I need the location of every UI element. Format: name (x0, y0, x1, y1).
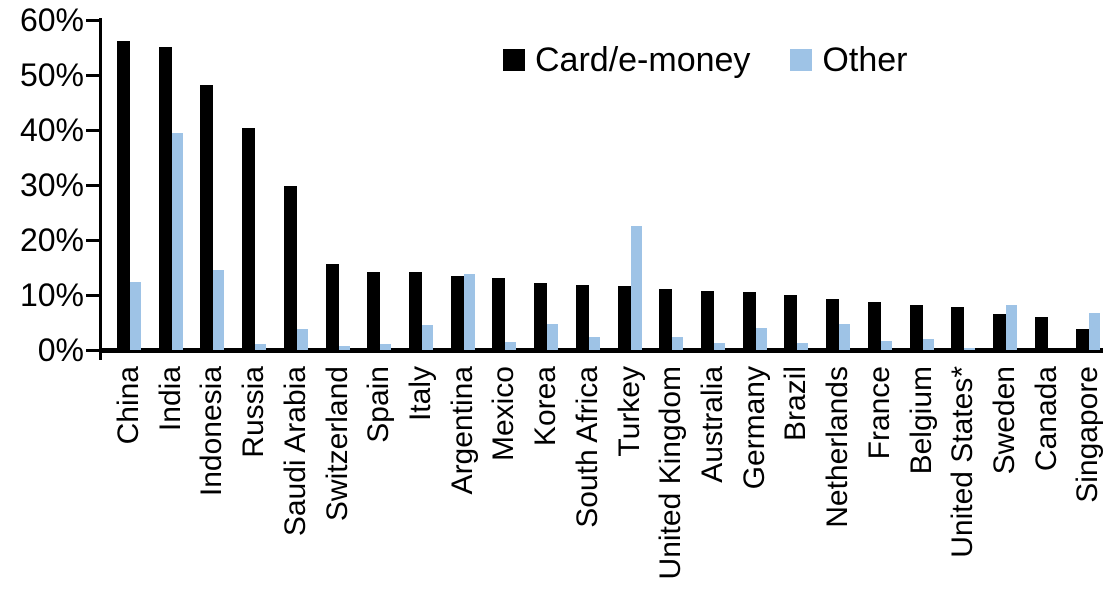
bar-card-e-money (450, 276, 464, 350)
y-axis-tick (86, 348, 99, 352)
bar-other (1005, 305, 1017, 350)
x-axis-category-label: Turkey (612, 366, 646, 457)
y-axis-tick (86, 73, 99, 77)
bar-other (839, 324, 850, 350)
legend: Card/e-money Other (503, 40, 907, 80)
bar-card-e-money (117, 41, 130, 350)
x-axis-category-label: Korea (529, 366, 563, 447)
legend-swatch-other (790, 49, 813, 71)
bar-card-e-money (158, 47, 172, 350)
x-axis-category-label: Saudi Arabia (278, 366, 312, 537)
x-axis (99, 348, 1103, 353)
x-axis-category-label: South Africa (570, 366, 604, 528)
bar-card-e-money (784, 295, 798, 350)
x-axis-category-label: France (862, 366, 896, 460)
bar-other (630, 226, 642, 350)
bar-other (755, 328, 767, 350)
bar-card-e-money (951, 307, 965, 350)
bar-card-e-money (283, 186, 297, 350)
bar-card-e-money (617, 286, 631, 350)
y-axis-tick (86, 128, 99, 132)
bar-other (422, 325, 433, 350)
bar-other (547, 324, 559, 350)
bar-other (797, 343, 809, 350)
x-axis-category-label: Belgium (904, 366, 938, 475)
bar-card-e-money (200, 85, 214, 350)
bar-card-e-money (826, 299, 839, 350)
legend-label-card-e-money: Card/e-money (535, 41, 751, 79)
bar-other (672, 337, 684, 350)
x-axis-category-label: India (153, 366, 187, 432)
x-axis-category-label: Switzerland (320, 366, 354, 522)
legend-label-other: Other (822, 41, 908, 79)
bar-card-e-money (992, 314, 1006, 350)
bar-other (1089, 313, 1101, 350)
bar-card-e-money (742, 292, 756, 350)
x-axis-category-label: Argentina (445, 366, 479, 495)
bar-card-e-money (409, 272, 422, 350)
x-axis-category-label: Brazil (779, 366, 813, 442)
x-axis-category-label: Germany (737, 366, 771, 490)
bar-other (964, 348, 976, 350)
bar-other (463, 274, 475, 350)
bar-other (255, 344, 267, 350)
bar-other (213, 270, 225, 350)
bar-card-e-money (867, 302, 881, 350)
x-axis-category-label: Russia (237, 366, 271, 458)
bar-other (380, 344, 392, 350)
y-axis-tick (86, 18, 99, 22)
bar-card-e-money (575, 285, 589, 350)
x-axis-category-label: United Kingdom (654, 366, 688, 580)
y-axis-tick (86, 238, 99, 242)
bar-other (588, 337, 600, 350)
bar-other (505, 342, 517, 350)
bar-card-e-money (700, 291, 714, 350)
x-axis-category-label: Singapore (1071, 366, 1105, 503)
y-axis-tick-label: 20% (19, 222, 84, 258)
bar-card-e-money (492, 278, 506, 350)
y-axis (99, 18, 102, 360)
x-axis-category-label: Netherlands (821, 366, 854, 528)
y-axis-tick (86, 183, 99, 187)
bar-other (713, 343, 725, 350)
bar-other (296, 329, 308, 350)
bar-other (922, 339, 934, 350)
bar-other (171, 133, 183, 350)
y-axis-tick-label: 30% (19, 167, 84, 203)
y-axis-tick-label: 50% (19, 57, 84, 93)
x-axis-category-label: Indonesia (195, 366, 229, 497)
bar-card-e-money (534, 283, 548, 350)
x-axis-category-label: China (112, 366, 145, 445)
x-axis-category-label: United States* (946, 366, 980, 558)
y-axis-tick-label: 0% (37, 332, 84, 368)
bar-other (338, 346, 350, 350)
bar-card-e-money (659, 289, 673, 350)
bar-card-e-money (1076, 329, 1090, 350)
x-axis-category-label: Sweden (987, 366, 1021, 475)
legend-swatch-card-e-money (503, 49, 525, 71)
x-axis-category-label: Canada (1029, 366, 1063, 472)
x-axis-category-label: Australia (695, 366, 729, 483)
x-axis-category-label: Spain (362, 366, 396, 443)
bar-card-e-money (325, 264, 339, 350)
x-axis-category-label: Italy (404, 366, 437, 422)
bar-card-e-money (242, 128, 256, 350)
bar-other (880, 341, 892, 350)
y-axis-tick (86, 293, 99, 297)
bar-card-e-money (367, 272, 381, 350)
y-axis-tick-label: 40% (19, 112, 84, 148)
bar-other (130, 282, 141, 350)
bar-card-e-money (1034, 317, 1048, 350)
bar-card-e-money (909, 305, 923, 350)
y-axis-tick-label: 60% (19, 2, 84, 38)
x-axis-category-label: Mexico (487, 366, 521, 462)
y-axis-tick-label: 10% (19, 277, 84, 313)
